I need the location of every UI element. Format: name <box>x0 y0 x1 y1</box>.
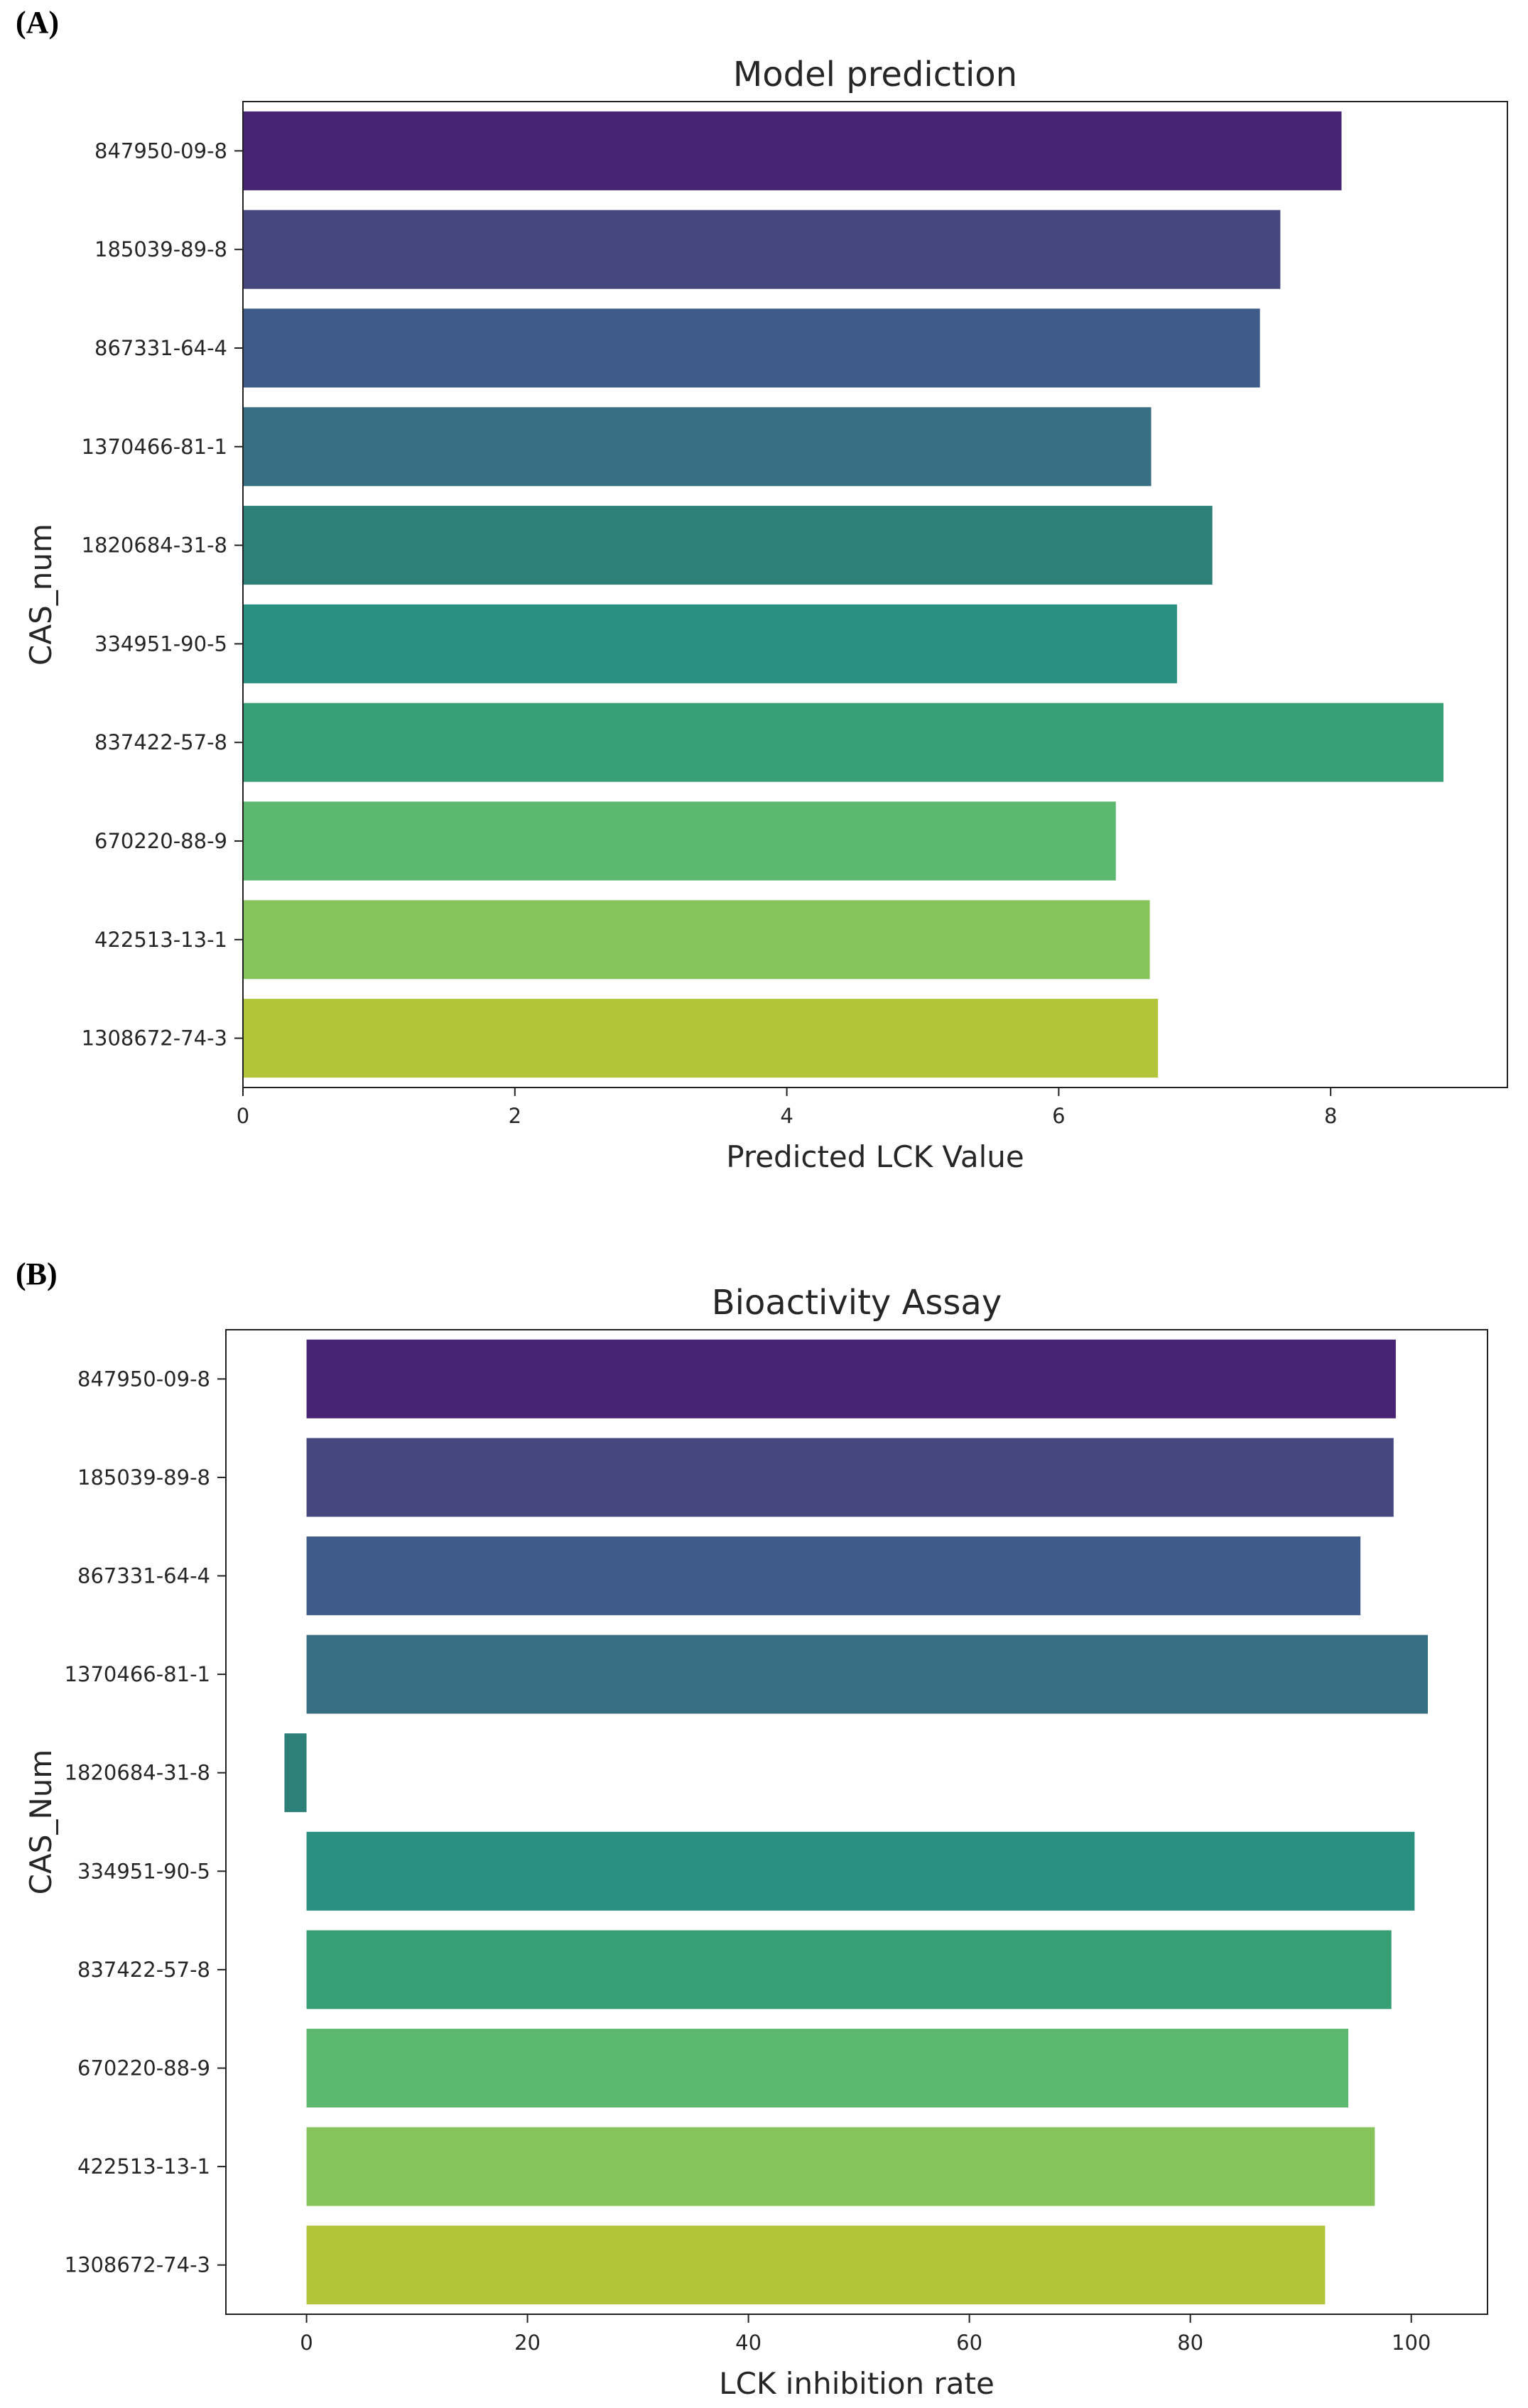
panel-label-a: (A) <box>16 5 60 40</box>
y-tick-label: 837422-57-8 <box>77 1958 210 1982</box>
x-tick-label: 0 <box>237 1104 249 1128</box>
bar-422513-13-1 <box>306 2127 1375 2206</box>
x-tick-label: 60 <box>956 2331 982 2355</box>
y-axis-label: CAS_num <box>23 524 58 666</box>
bar-334951-90-5 <box>306 1831 1415 1911</box>
x-axis-label: Predicted LCK Value <box>726 1139 1024 1174</box>
y-tick-label: 1370466-81-1 <box>65 1662 210 1686</box>
y-tick-label: 670220-88-9 <box>94 829 227 853</box>
y-tick-label: 867331-64-4 <box>77 1564 210 1588</box>
x-tick-label: 80 <box>1177 2331 1203 2355</box>
x-tick-label: 100 <box>1392 2331 1431 2355</box>
chart-bioactivity-assay: 847950-09-8 185039-89-8 867331-64-4 1370466… <box>23 1283 1488 2401</box>
x-tick-label: 6 <box>1052 1104 1065 1128</box>
y-tick-label: 334951-90-5 <box>77 1859 210 1883</box>
bar-1308672-74-3 <box>243 999 1159 1078</box>
y-tick-label: 670220-88-9 <box>77 2056 210 2081</box>
bar-1370466-81-1 <box>243 407 1152 487</box>
bar-847950-09-8 <box>306 1339 1396 1419</box>
y-tick-label: 1308672-74-3 <box>82 1026 227 1051</box>
chart-title: Bioactivity Assay <box>712 1283 1002 1323</box>
bar-867331-64-4 <box>243 308 1260 388</box>
y-tick-label: 847950-09-8 <box>94 139 227 163</box>
x-tick-label: 20 <box>514 2331 541 2355</box>
bar-837422-57-8 <box>306 1930 1392 2010</box>
bar-185039-89-8 <box>243 210 1281 289</box>
x-tick-label: 4 <box>780 1104 793 1128</box>
bar-837422-57-8 <box>243 703 1444 782</box>
panel-label-b: (B) <box>16 1257 58 1291</box>
bar-1370466-81-1 <box>306 1634 1429 1714</box>
y-tick-label: 837422-57-8 <box>94 730 227 754</box>
y-tick-label: 334951-90-5 <box>94 631 227 656</box>
y-tick-label: 422513-13-1 <box>94 928 227 952</box>
bar-867331-64-4 <box>306 1536 1361 1615</box>
y-axis-label: CAS_Num <box>23 1750 58 1895</box>
x-tick-label: 0 <box>300 2331 313 2355</box>
x-tick-label: 8 <box>1324 1104 1337 1128</box>
bar-670220-88-9 <box>306 2029 1349 2108</box>
plot-frame <box>225 1329 1488 2315</box>
y-tick-label: 867331-64-4 <box>94 336 227 360</box>
bar-422513-13-1 <box>243 900 1150 980</box>
bar-670220-88-9 <box>243 801 1116 881</box>
y-tick-label: 185039-89-8 <box>94 237 227 261</box>
chart-title: Model prediction <box>733 55 1017 94</box>
x-axis-label: LCK inhibition rate <box>719 2366 995 2401</box>
bar-1820684-31-8 <box>284 1733 307 1813</box>
y-tick-label: 1370466-81-1 <box>82 435 227 459</box>
y-tick-label: 185039-89-8 <box>77 1465 210 1490</box>
y-tick-label: 847950-09-8 <box>77 1367 210 1391</box>
bar-847950-09-8 <box>243 111 1342 190</box>
bar-334951-90-5 <box>243 604 1177 683</box>
plot-frame <box>242 101 1508 1088</box>
chart-model-prediction: 847950-09-8 185039-89-8 867331-64-4 1370466… <box>23 55 1508 1174</box>
bar-1820684-31-8 <box>243 506 1213 585</box>
y-tick-label: 1820684-31-8 <box>65 1761 210 1785</box>
y-tick-label: 1308672-74-3 <box>65 2253 210 2277</box>
y-tick-label: 422513-13-1 <box>77 2154 210 2179</box>
bar-1308672-74-3 <box>306 2225 1326 2305</box>
bar-185039-89-8 <box>306 1438 1394 1517</box>
y-tick-label: 1820684-31-8 <box>82 533 227 558</box>
x-tick-label: 2 <box>509 1104 521 1128</box>
x-tick-label: 40 <box>735 2331 762 2355</box>
